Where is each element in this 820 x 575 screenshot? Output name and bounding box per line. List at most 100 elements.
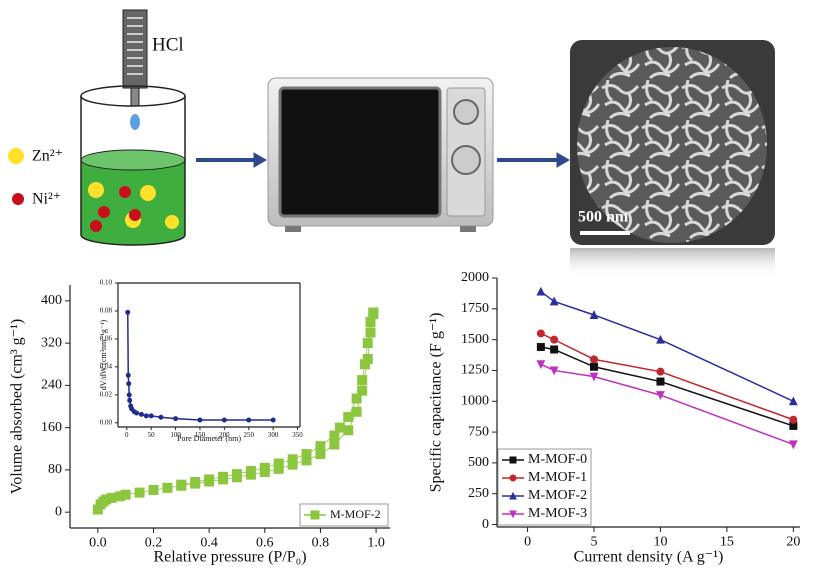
y-axis-label: Volume absorbed (cm³ g⁻¹) (9, 319, 26, 494)
x-tick-label: 250 (244, 431, 255, 439)
marker (218, 472, 228, 482)
legend-label: M-MOF-1 (528, 470, 587, 485)
marker (329, 431, 339, 441)
y-tick-label: 2000 (461, 270, 489, 285)
y-tick-label: 0 (482, 517, 489, 532)
x-axis-label: Relative pressure (P/P₀) (153, 549, 306, 566)
beaker (81, 86, 185, 245)
marker (366, 317, 376, 327)
marker (149, 413, 154, 418)
marker (148, 485, 158, 495)
marker (135, 488, 145, 498)
y-tick-label: 0.08 (100, 307, 113, 315)
marker (550, 336, 558, 344)
x-tick-label: 50 (148, 431, 156, 439)
y-axis-label: Specific capacitance (F g⁻¹) (428, 313, 445, 493)
y-tick-label: 0 (55, 504, 62, 519)
marker (126, 381, 131, 386)
reagent-label: HCl (152, 34, 184, 55)
inset-background (118, 283, 300, 427)
y-tick-label: 240 (41, 378, 62, 393)
y-tick-label: 1250 (461, 363, 489, 378)
series-line (541, 364, 794, 444)
marker (789, 440, 798, 449)
series-line (541, 333, 794, 419)
zn-ion-icon (8, 148, 24, 164)
marker (343, 412, 353, 422)
marker (368, 307, 378, 317)
marker (126, 373, 131, 378)
legend-marker (311, 511, 320, 520)
marker (352, 394, 362, 404)
marker (789, 396, 798, 405)
marker (271, 418, 276, 423)
marker (550, 297, 559, 306)
x-tick-label: 1.0 (367, 536, 385, 551)
marker (363, 338, 373, 348)
marker (366, 328, 376, 338)
marker (197, 418, 202, 423)
series-line (541, 292, 794, 402)
x-tick-label: 15 (720, 535, 734, 550)
marker (590, 355, 598, 363)
x-axis-label: Current density (A g⁻¹) (574, 549, 724, 566)
y-tick-label: 750 (468, 424, 489, 439)
marker (302, 449, 312, 459)
y-tick-label: 1000 (461, 393, 489, 408)
marker (537, 329, 545, 337)
y-tick-label: 400 (41, 293, 62, 308)
marker (232, 469, 242, 479)
ion-label: Ni²⁺ (32, 191, 61, 208)
marker (158, 415, 163, 420)
marker (144, 413, 149, 418)
legend-label: M-MOF-3 (528, 506, 587, 521)
marker (260, 463, 270, 473)
marker (288, 454, 298, 464)
ion-label: Zn²⁺ (32, 148, 63, 165)
y-tick-label: 0.00 (100, 418, 113, 426)
marker (127, 398, 132, 403)
marker (357, 375, 367, 385)
marker (125, 310, 130, 315)
legend-label: M-MOF-0 (528, 452, 587, 467)
marker (204, 474, 214, 484)
marker (789, 416, 797, 424)
x-tick-label: 0.8 (312, 536, 330, 551)
burette (123, 10, 147, 130)
marker (656, 378, 664, 386)
marker (537, 343, 545, 351)
marker (139, 412, 144, 417)
figure: HCl Zn²⁺ Ni²⁺ 500 nm 0.00.20.40.60.81.00… (0, 0, 820, 575)
marker (121, 490, 131, 500)
ni-ion-icon (12, 193, 24, 205)
legend-marker (510, 475, 517, 482)
y-tick-label: 80 (48, 462, 62, 477)
marker (536, 287, 545, 296)
marker (590, 363, 598, 371)
marker (176, 480, 186, 490)
series-line (541, 347, 794, 426)
marker (246, 418, 251, 423)
x-tick-label: 5 (591, 535, 598, 550)
marker (274, 459, 284, 469)
x-tick-label: 350 (292, 431, 303, 439)
y-tick-label: 320 (41, 335, 62, 350)
x-tick-label: 0 (524, 535, 531, 550)
marker (162, 483, 172, 493)
marker (246, 466, 256, 476)
marker (536, 360, 545, 369)
marker (173, 416, 178, 421)
sem-image (570, 40, 775, 278)
scale-bar-label: 500 nm (578, 209, 629, 226)
marker (315, 441, 325, 451)
marker (329, 440, 339, 450)
marker (134, 411, 139, 416)
y-tick-label: 0.10 (100, 279, 113, 287)
x-tick-label: 0 (125, 431, 129, 439)
x-tick-label: 0.0 (89, 536, 107, 551)
x-tick-label: 20 (786, 535, 800, 550)
y-axis-label: dV/dW (cm³nm⁻¹g⁻¹) (99, 319, 108, 390)
y-tick-label: 1750 (461, 301, 489, 316)
y-tick-label: 160 (41, 420, 62, 435)
x-tick-label: 10 (653, 535, 667, 550)
